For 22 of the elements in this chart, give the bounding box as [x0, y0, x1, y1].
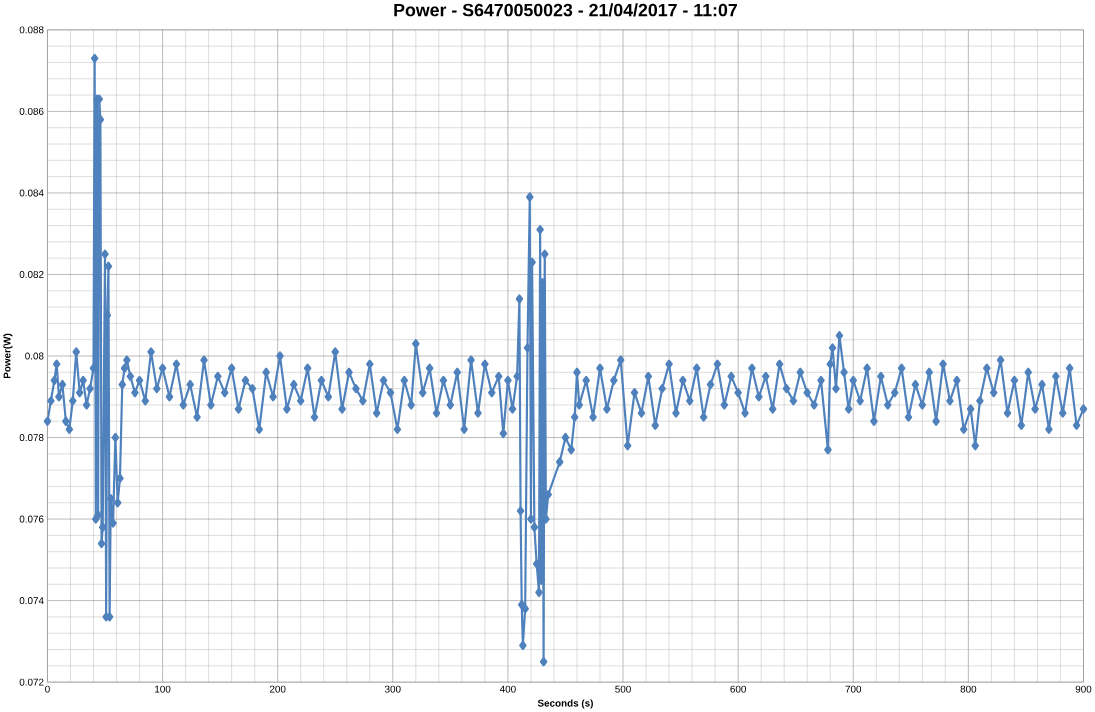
x-tick-label: 400: [499, 685, 516, 693]
y-tick-label: 0.084: [19, 189, 44, 197]
y-tick-label: 0.078: [19, 434, 44, 442]
x-tick-label: 0: [45, 685, 50, 693]
x-axis-title: Seconds (s): [537, 699, 593, 709]
y-tick-label: 0.074: [19, 597, 44, 605]
x-tick-label: 900: [1075, 685, 1092, 693]
y-tick-label: 0.088: [19, 26, 44, 34]
chart-title: Power - S6470050023 - 21/04/2017 - 11:07: [394, 3, 737, 17]
y-axis-title: Power(W): [3, 333, 13, 379]
x-tick-label: 100: [155, 685, 171, 693]
y-tick-label: 0.076: [19, 515, 44, 523]
y-tick-label: 0.072: [19, 678, 44, 686]
x-tick-label: 700: [845, 685, 862, 693]
x-tick-label: 500: [615, 685, 631, 693]
x-tick-label: 600: [730, 685, 746, 693]
y-tick-label: 0.086: [19, 107, 44, 115]
x-tick-label: 300: [384, 685, 401, 693]
y-tick-label: 0.08: [25, 352, 44, 360]
x-tick-label: 800: [960, 685, 977, 693]
y-tick-label: 0.082: [19, 271, 44, 279]
x-tick-label: 200: [269, 685, 286, 693]
